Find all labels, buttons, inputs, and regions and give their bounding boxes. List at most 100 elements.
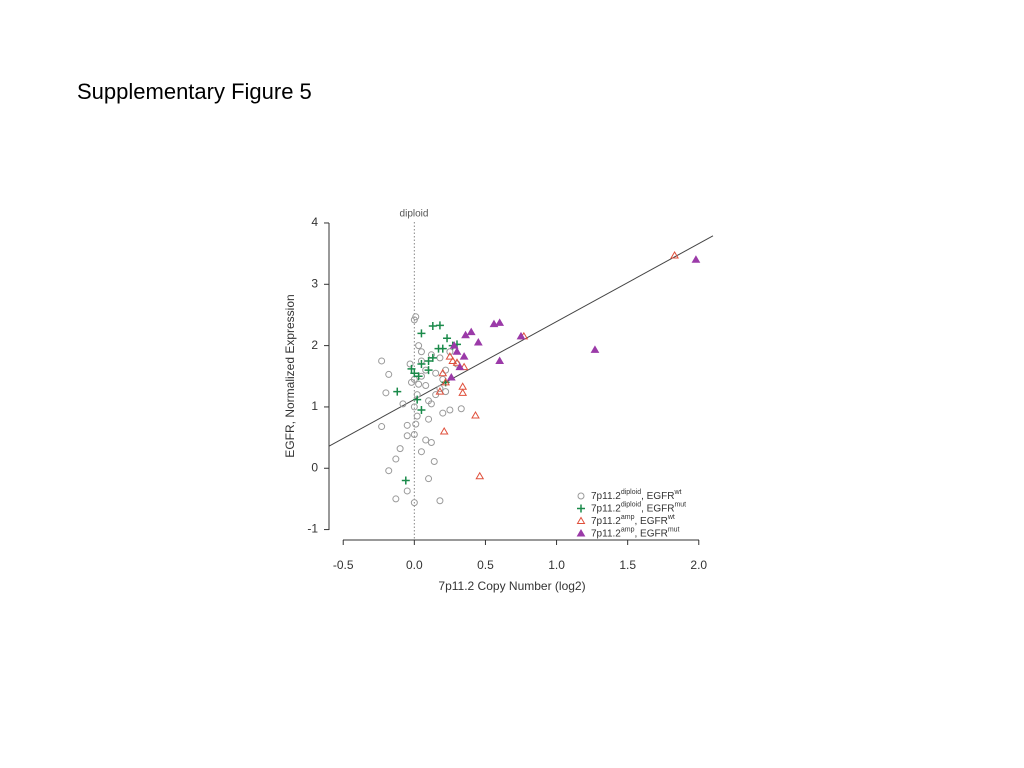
point xyxy=(459,352,469,360)
legend-text: , EGFR xyxy=(641,503,674,514)
point xyxy=(435,321,444,330)
point xyxy=(436,497,444,505)
point xyxy=(406,360,414,368)
point xyxy=(441,377,450,386)
legend-text: 7p11.2 xyxy=(591,503,621,514)
point xyxy=(417,360,426,369)
point xyxy=(448,356,458,364)
slide-title: Supplementary Figure 5 xyxy=(77,79,312,104)
point xyxy=(407,378,415,386)
legend-text: 7p11.2 xyxy=(591,528,621,539)
y-tick-label: 2 xyxy=(311,338,318,352)
point xyxy=(424,366,433,375)
point xyxy=(393,387,402,396)
point xyxy=(417,448,425,456)
point xyxy=(439,409,447,417)
point xyxy=(458,382,468,390)
point xyxy=(446,406,454,414)
point xyxy=(466,327,476,336)
legend-label: 7p11.2diploid, EGFRmut xyxy=(591,501,686,514)
legend-text: diploid xyxy=(621,489,641,496)
x-axis-label: 7p11.2 Copy Number (log2) xyxy=(438,579,585,593)
point xyxy=(414,372,423,381)
point xyxy=(495,318,505,326)
point xyxy=(428,321,437,330)
y-tick-label: 1 xyxy=(311,399,318,413)
point xyxy=(410,431,418,439)
point xyxy=(445,352,455,360)
point xyxy=(670,250,679,259)
point xyxy=(446,348,454,356)
point xyxy=(428,353,437,362)
point xyxy=(425,475,433,483)
point xyxy=(590,345,600,353)
point xyxy=(417,348,425,356)
point xyxy=(455,362,465,371)
point xyxy=(412,313,420,321)
y-tick-label: 3 xyxy=(311,276,318,290)
legend-text: , EGFR xyxy=(634,516,667,527)
point xyxy=(413,412,421,420)
legend-text: diploid xyxy=(621,501,641,508)
y-tick-label: 4 xyxy=(311,215,318,229)
point xyxy=(392,495,400,503)
point xyxy=(403,421,411,429)
point xyxy=(422,436,430,444)
y-tick-label: 0 xyxy=(311,460,318,474)
point xyxy=(410,369,419,378)
point xyxy=(443,334,452,343)
point xyxy=(385,467,393,475)
point xyxy=(399,400,407,408)
legend-marker xyxy=(576,529,586,537)
x-tick-label: 1.5 xyxy=(619,558,636,572)
point xyxy=(412,420,420,428)
point xyxy=(438,368,448,377)
point xyxy=(425,415,433,423)
point xyxy=(410,403,418,411)
legend-text: , EGFR xyxy=(641,491,674,502)
x-tick-label: 0.5 xyxy=(477,558,494,572)
point xyxy=(407,364,416,373)
legend-label: 7p11.2amp, EGFRwt xyxy=(591,514,675,527)
x-tick-label: 2.0 xyxy=(690,558,707,572)
legend-label: 7p11.2diploid, EGFRwt xyxy=(591,489,681,502)
y-axis-label: EGFR, Normalized Expression xyxy=(283,294,297,457)
point xyxy=(382,389,390,397)
point xyxy=(424,356,433,365)
legend-label: 7p11.2amp, EGFRmut xyxy=(591,526,680,539)
point xyxy=(442,388,450,396)
point xyxy=(439,426,449,435)
point xyxy=(417,406,426,414)
legend-text: wt xyxy=(673,489,681,496)
point xyxy=(438,344,447,353)
point xyxy=(415,342,423,350)
point xyxy=(489,319,499,328)
legend-text: mut xyxy=(674,501,686,508)
point xyxy=(449,341,459,349)
legend-marker xyxy=(576,516,586,524)
point xyxy=(516,331,526,340)
point xyxy=(691,255,701,263)
point xyxy=(403,432,411,440)
legend-text: 7p11.2 xyxy=(591,491,621,502)
point xyxy=(385,370,393,378)
x-tick-label: -0.5 xyxy=(333,558,354,572)
point xyxy=(435,387,445,395)
legend-text: amp xyxy=(621,526,635,533)
y-tick-label: -1 xyxy=(307,522,318,536)
x-tick-label: 0.0 xyxy=(406,558,423,572)
point xyxy=(457,405,465,413)
point xyxy=(396,445,404,453)
legend-text: mut xyxy=(668,526,680,533)
point xyxy=(446,373,456,381)
legend-marker xyxy=(577,504,585,513)
point xyxy=(471,411,480,419)
point xyxy=(430,458,438,466)
point xyxy=(378,423,386,431)
point xyxy=(401,476,410,485)
legend-text: 7p11.2 xyxy=(591,516,621,527)
legend-text: , EGFR xyxy=(634,528,667,539)
point xyxy=(436,354,444,362)
point xyxy=(422,381,430,389)
